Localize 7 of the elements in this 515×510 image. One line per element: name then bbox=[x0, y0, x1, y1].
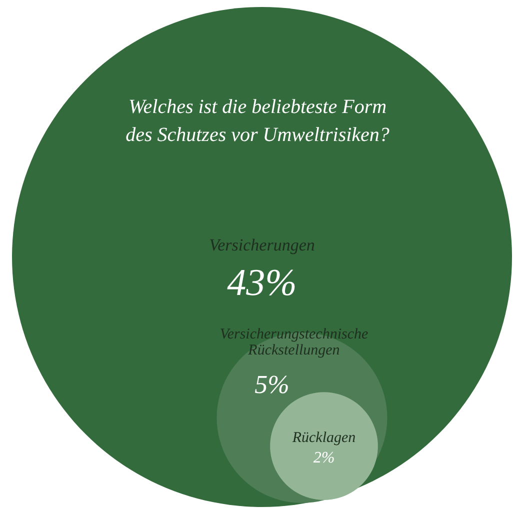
category-label: Versicherungen bbox=[209, 236, 315, 254]
category-label: Versicherungstechnische Rückstellungen bbox=[220, 326, 368, 358]
data-label: 43% bbox=[227, 262, 297, 304]
data-label: 5% bbox=[254, 370, 290, 399]
text: Welches ist die beliebteste Form des Schutzes vor Umweltrisiken? bbox=[126, 96, 390, 146]
data-label: 2% bbox=[313, 450, 335, 467]
category-label: Rücklagen bbox=[291, 430, 356, 446]
